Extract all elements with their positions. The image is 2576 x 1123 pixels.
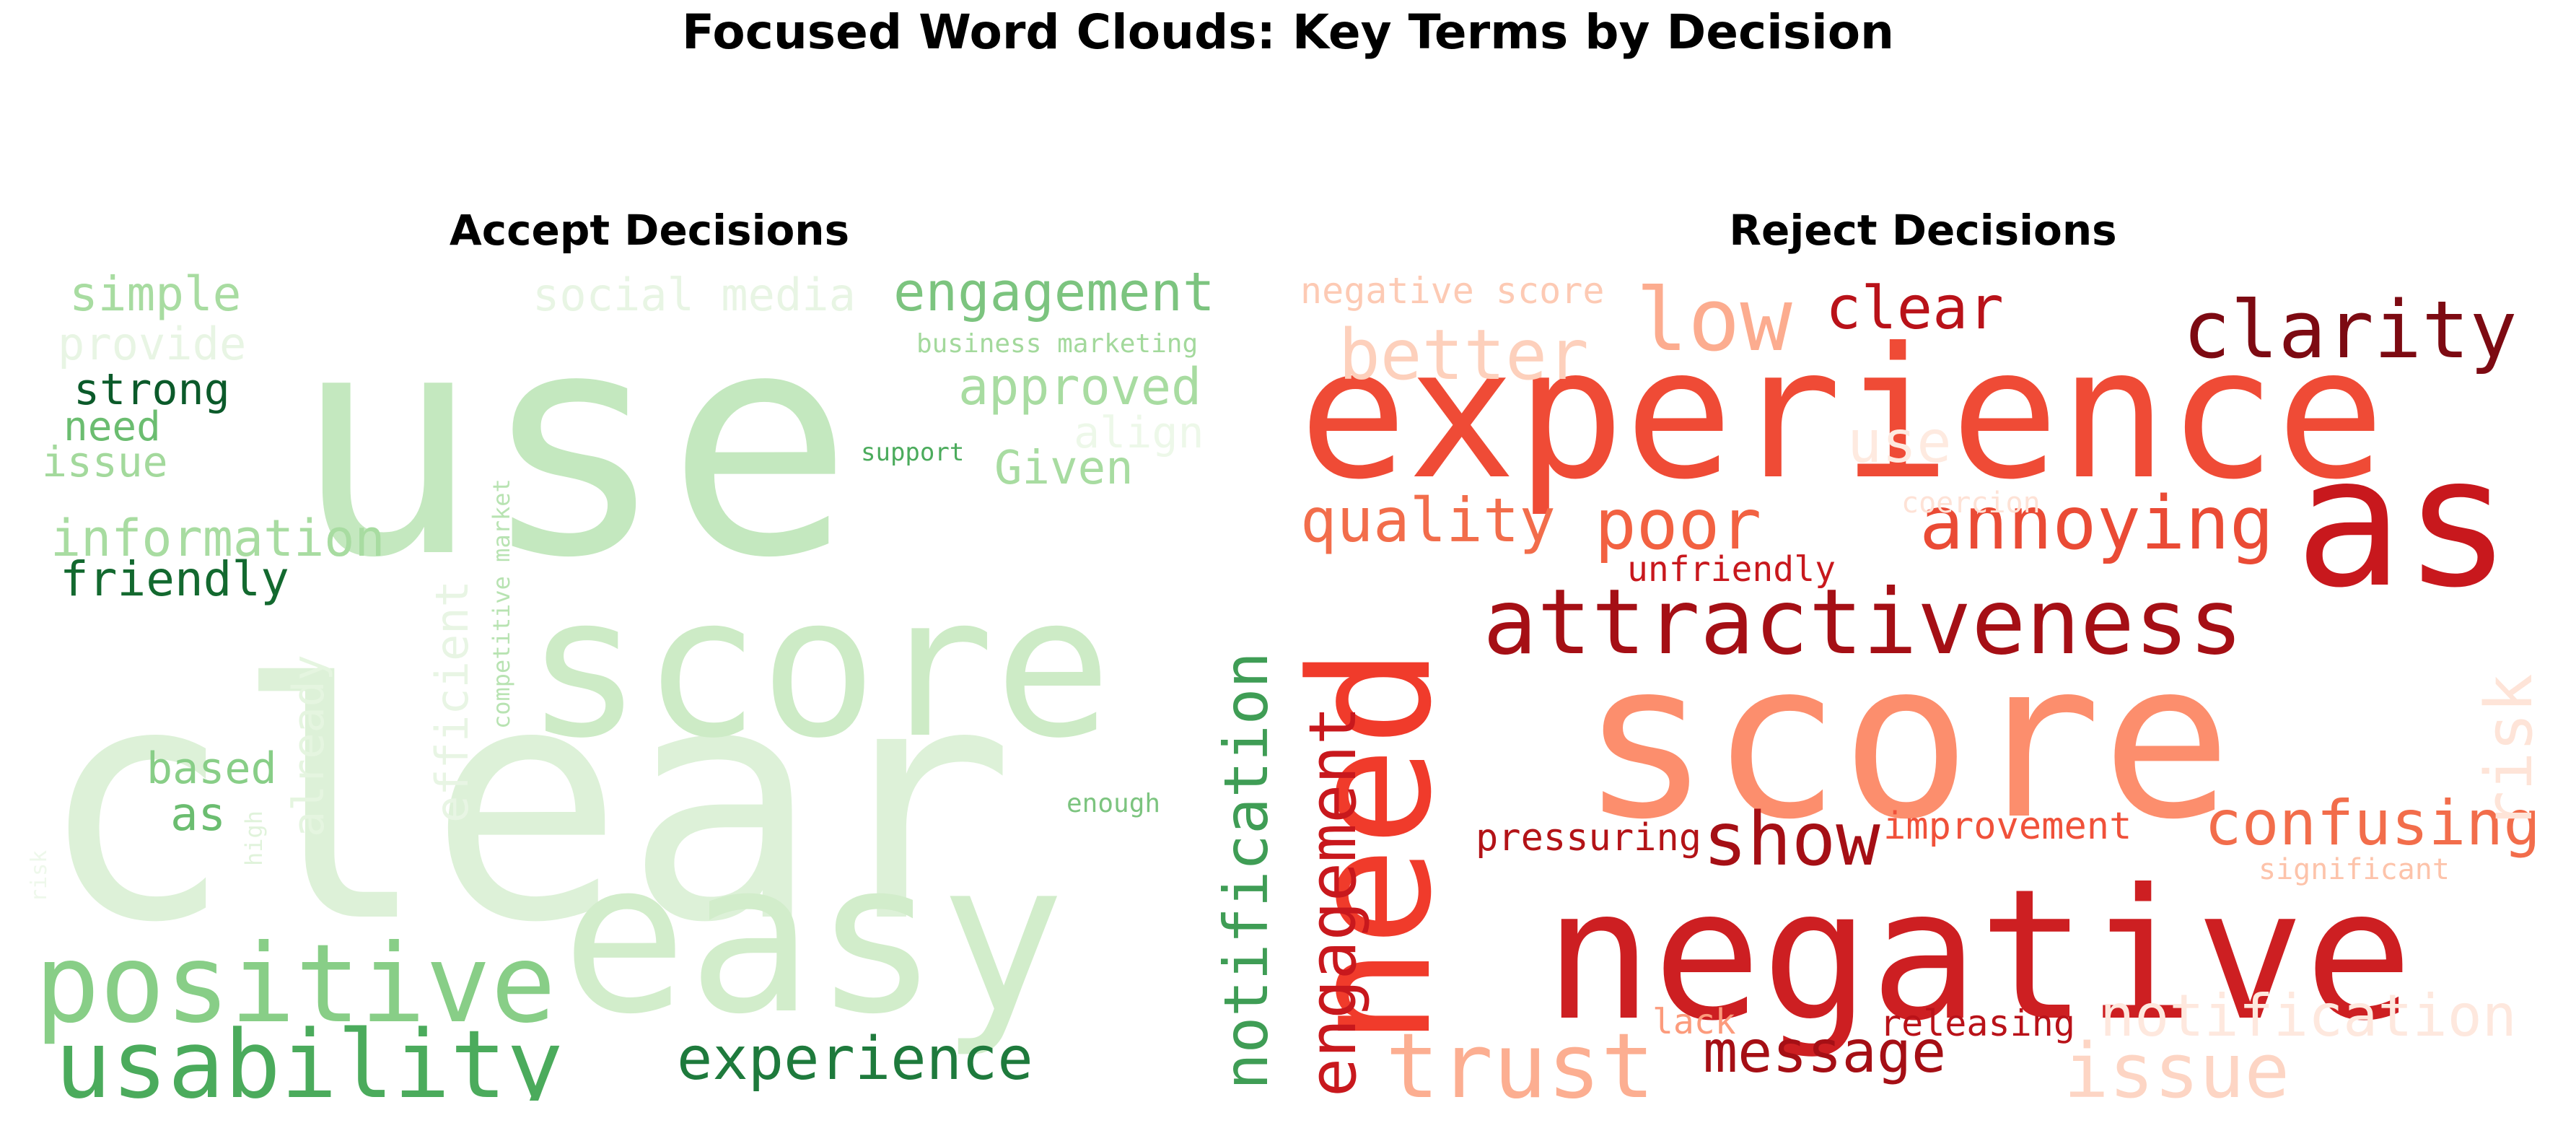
reject-word-engagement: engagement <box>1299 706 1371 1097</box>
reject-word-releasing: releasing <box>1880 1002 2075 1044</box>
accept-word-given: Given <box>994 442 1134 495</box>
accept-word-provide: provide <box>58 318 246 370</box>
accept-word-experience: experience <box>677 1025 1033 1093</box>
accept-word-strong: strong <box>74 364 230 415</box>
accept-word-risk: risk <box>27 850 52 902</box>
reject-word-annoying: annoying <box>1919 481 2274 567</box>
accept-word-use: use <box>293 265 854 626</box>
accept-word-already: already <box>284 655 334 837</box>
reject-word-coercion: coercion <box>1901 486 2041 520</box>
reject-word-attractiveness: attractiveness <box>1483 570 2243 675</box>
accept-word-simple: simple <box>69 266 241 322</box>
accept-panel-title: Accept Decisions <box>449 206 850 255</box>
accept-word-friendly: friendly <box>60 551 289 607</box>
reject-word-negative-score: negative score <box>1300 270 1604 312</box>
reject-word-better: better <box>1339 315 1589 396</box>
accept-word-approved: approved <box>958 357 1201 416</box>
reject-word-notification: notification <box>2100 982 2517 1049</box>
reject-word-lack: lack <box>1652 1002 1736 1042</box>
accept-word-information: information <box>51 509 385 568</box>
reject-word-clarity: clarity <box>2183 284 2518 376</box>
reject-panel-title: Reject Decisions <box>1729 206 2117 255</box>
reject-word-score: score <box>1580 615 2232 867</box>
reject-word-clear: clear <box>1826 274 2004 343</box>
reject-word-quality: quality <box>1300 485 1556 556</box>
accept-word-as: as <box>170 788 226 842</box>
accept-word-notification: notification <box>1211 652 1271 1090</box>
reject-word-trust: trust <box>1385 1015 1655 1101</box>
reject-word-risk: risk <box>2471 673 2547 830</box>
accept-word-social-media: social media <box>533 268 856 321</box>
figure-title: Focused Word Clouds: Key Terms by Decisi… <box>681 4 1895 60</box>
reject-word-use: use <box>1847 408 1952 476</box>
reject-word-improvement: improvement <box>1883 805 2132 848</box>
reject-word-pressuring: pressuring <box>1476 816 1701 860</box>
reject-word-poor: poor <box>1595 484 1761 565</box>
accept-word-clear: clear <box>38 616 1015 994</box>
accept-word-easy: easy <box>561 817 1065 1060</box>
accept-word-support: support <box>861 438 964 467</box>
reject-word-unfriendly: unfriendly <box>1627 549 1836 590</box>
reject-word-significant: significant <box>2259 853 2450 886</box>
accept-word-competitive-market: competitive market <box>488 479 515 729</box>
reject-word-message: message <box>1703 1018 1946 1085</box>
accept-word-need: need <box>63 403 161 450</box>
accept-word-score: score <box>525 554 1112 781</box>
accept-word-align: align <box>1074 408 1204 458</box>
reject-word-experience: experience <box>1299 309 2385 519</box>
reject-word-need: need <box>1299 647 1468 1046</box>
reject-word-show: show <box>1703 797 1880 883</box>
reject-word-issue: issue <box>2064 1027 2290 1101</box>
reject-word-negative: negative <box>1544 850 2413 1060</box>
accept-word-engagement: engagement <box>893 261 1215 323</box>
accept-word-business-marketing: business marketing <box>916 329 1198 359</box>
accept-word-positive: positive <box>35 922 556 1047</box>
accept-word-enough: enough <box>1066 789 1160 818</box>
accept-word-issue: issue <box>42 437 168 486</box>
accept-word-usability: usability <box>55 1010 563 1101</box>
reject-word-as: as <box>2295 417 2512 627</box>
accept-word-efficient: efficient <box>426 580 478 823</box>
reject-word-low: low <box>1636 271 1792 371</box>
reject-word-confusing: confusing <box>2204 787 2541 860</box>
accept-word-high: high <box>240 810 268 866</box>
accept-word-based: based <box>146 743 277 794</box>
